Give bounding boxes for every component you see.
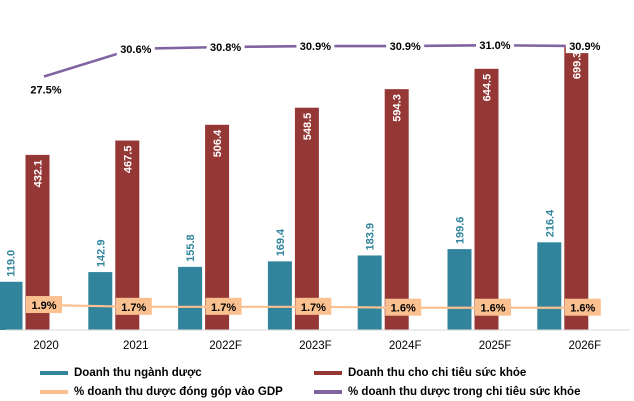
legend-label-gdp-share: % doanh thu dược đóng góp vào GDP [74,386,283,398]
health-share-label-box-2024F [386,39,425,54]
health-share-label-box-2023F [296,39,335,54]
gdp-share-label-box-2020 [26,296,62,314]
gdp-share-label-2025F: 1.6% [480,303,505,315]
health-share-label-box-2022F [206,40,245,54]
x-tick-2026F: 2026F [568,340,601,352]
bar-layer: 119.0 142.9 155.8 169.4 183.9 199.6 216.4 432.1… [0,46,589,331]
bar-pharma-2020 [0,281,23,330]
bar-label-health-2020: 432.1 [33,160,45,188]
gdp-share-label-2023F: 1.7% [301,302,326,314]
bar-pharma-2023F [267,261,292,330]
health-share-label-2023F: 30.9% [300,41,331,53]
legend-swatch-gdp-share [40,390,68,394]
gdp-share-label-2020: 1.9% [31,300,56,312]
x-tick-2025F: 2025F [479,340,512,352]
bar-label-pharma-2023F: 169.4 [275,228,287,256]
health-share-label-2020: 27.5% [30,84,61,96]
gdp-share-label-2022F: 1.7% [211,302,236,314]
bar-label-pharma-2021: 142.9 [95,240,107,268]
legend-label-health-share: % doanh thu dược trong chi tiêu sức khỏe [348,386,581,398]
bar-label-pharma-2022F: 155.8 [185,234,197,262]
chart: 119.0 142.9 155.8 169.4 183.9 199.6 216.4 432.1… [0,38,630,352]
legend-item-pharma-revenue: Doanh thu ngành dược [40,367,202,379]
health-share-label-2022F: 30.8% [210,42,241,54]
legend-item-gdp-share: % doanh thu dược đóng góp vào GDP [40,386,283,398]
gdp-share-label-2021: 1.7% [121,302,146,314]
gdp-share-label-box-2024F [385,298,422,316]
bar-pharma-2024F [357,255,382,330]
health-share-label-2024F: 30.9% [390,41,421,53]
health-share-label-box-2020 [27,82,65,97]
gdp-share-label-box-2023F [295,297,332,315]
gdp-share-label-box-2026F [564,298,601,316]
legend-item-health-share: % doanh thu dược trong chi tiêu sức khỏe [314,386,580,398]
bar-health-2026F [564,46,589,330]
x-tick-2022F: 2022F [209,340,242,352]
x-tick-2024F: 2024F [389,340,422,352]
bar-pharma-2026F [537,242,562,330]
health-share-label-box-2025F [476,38,514,53]
x-tick-labels: 2020 2021 2022F 2023F 2024F 2025F 2026F [33,340,601,352]
bar-label-pharma-2024F: 183.9 [365,223,377,251]
bar-pharma-2022F [178,266,203,330]
bar-label-health-2022F: 506.4 [212,129,224,157]
legend-item-health-spending: Doanh thu cho chi tiêu sức khỏe [314,367,526,379]
x-tick-2020: 2020 [33,340,59,352]
bar-label-pharma-2020: 119.0 [6,250,18,277]
legend-label-health-spending: Doanh thu cho chi tiêu sức khỏe [348,367,527,379]
health-share-label-box-2026F [565,39,604,54]
bar-pharma-2021 [88,272,113,330]
health-share-label-2026F: 30.9% [569,41,600,53]
gdp-share-label-2024F: 1.6% [391,303,416,315]
health-share-label-2025F: 31.0% [479,40,510,52]
bar-health-2023F [294,107,319,330]
legend-label-pharma-revenue: Doanh thu ngành dược [74,367,202,379]
bar-label-health-2021: 467.5 [122,146,134,174]
bar-health-2025F [474,68,499,330]
bar-health-2022F [205,124,230,330]
legend: Doanh thu ngành dược Doanh thu cho chi t… [0,360,634,401]
gdp-share-label-box-2022F [205,297,242,315]
bar-label-health-2026F: 699.3 [571,52,583,80]
gdp-share-label-box-2021 [115,297,152,315]
x-tick-2023F: 2023F [299,340,332,352]
bar-label-pharma-2025F: 199.6 [455,217,467,245]
bar-pharma-2025F [447,249,472,330]
gdp-share-label-box-2025F [475,298,511,316]
bar-label-health-2024F: 594.3 [392,94,404,122]
line-layer: 1.9% 1.7% 1.7% 1.7% 1.6% 1.6% 1.6% 27.5% 30.6% 30… [26,38,604,316]
health-share-label-box-2021 [116,41,155,56]
bar-label-health-2023F: 548.5 [302,113,314,141]
gdp-share-label-2026F: 1.6% [570,303,595,315]
legend-swatch-health-share [314,390,342,394]
bar-label-health-2025F: 644.5 [482,74,494,102]
legend-swatch-pharma-revenue [40,371,68,375]
health-share-label-2021: 30.6% [120,44,151,56]
bar-label-pharma-2026F: 216.4 [544,209,556,237]
bar-health-2024F [384,89,409,331]
legend-swatch-health-spending [314,371,342,375]
x-tick-2021: 2021 [123,340,149,352]
